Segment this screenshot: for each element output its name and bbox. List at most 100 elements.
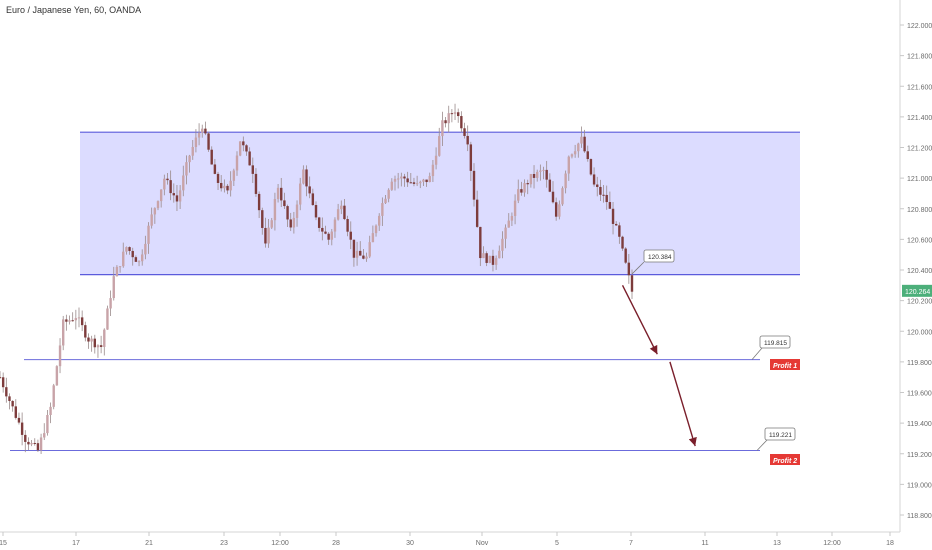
candle-body (330, 231, 333, 240)
candle-body (352, 239, 356, 258)
profit1-badge[interactable]: Profit 1 (770, 359, 800, 370)
y-tick-label: 121.400 (907, 115, 932, 122)
callout-profit2-price[interactable]: 119.221 (764, 427, 796, 441)
candle-body (242, 141, 245, 146)
candle-body (267, 227, 270, 244)
candle-body (156, 201, 160, 209)
candle-body (498, 250, 501, 259)
y-tick-label: 119.800 (907, 360, 932, 367)
candle-body (564, 173, 567, 189)
candle-body (223, 185, 226, 189)
candle-body (526, 183, 529, 185)
candle-body (204, 128, 207, 134)
candle-body (393, 178, 397, 182)
candle-body (409, 182, 412, 184)
callout-profit1-price[interactable]: 119.815 (759, 335, 791, 349)
candle-body (280, 187, 283, 201)
candle-body (276, 187, 280, 200)
candle-body (517, 189, 520, 201)
candle-body (359, 250, 362, 256)
candle-body (599, 186, 602, 195)
candle-body (49, 406, 52, 416)
candle-body (87, 337, 90, 342)
candle-body (608, 202, 612, 209)
candle-body (615, 223, 618, 226)
candle-body (529, 173, 533, 185)
candle-body (251, 165, 254, 174)
candle-body (68, 320, 71, 322)
x-tick-label: 18 (886, 540, 894, 547)
candle-body (605, 194, 608, 203)
candle-body (425, 179, 428, 183)
candle-body (201, 128, 204, 133)
x-tick-label: 15 (0, 540, 7, 547)
profit2-badge[interactable]: Profit 2 (770, 454, 800, 465)
candle-body (122, 251, 125, 267)
candle-body (292, 217, 296, 228)
candle-body (570, 154, 574, 157)
candle-body (589, 159, 593, 175)
candle-body (624, 248, 627, 263)
projection-arrow-1[interactable] (621, 284, 658, 355)
x-tick-label: 12:00 (823, 540, 841, 547)
candle-body (453, 112, 457, 114)
x-tick-label: 21 (145, 540, 153, 547)
candle-body (551, 191, 555, 203)
svg-text:Profit 1: Profit 1 (773, 363, 797, 370)
candle-body (175, 195, 179, 202)
candle-body (447, 113, 450, 124)
candle-body (166, 178, 169, 181)
candle-body (302, 169, 305, 184)
candle-body (488, 255, 491, 263)
candle-body (362, 255, 365, 259)
projection-arrow-2[interactable] (669, 361, 697, 447)
candle-body (438, 136, 441, 156)
candle-body (580, 136, 583, 144)
candle-body (194, 137, 198, 147)
candle-body (93, 338, 96, 348)
callout-120384[interactable]: 120.384 (643, 249, 675, 263)
y-tick-label: 120.400 (907, 268, 932, 275)
candle-body (191, 146, 194, 156)
candle-body (238, 141, 242, 156)
candle-body (20, 422, 24, 435)
y-tick-label: 122.000 (907, 23, 932, 30)
candle-body (406, 178, 409, 183)
candle-body (137, 261, 141, 263)
candle-body (400, 176, 403, 179)
candles-layer (0, 103, 634, 455)
candle-body (532, 173, 536, 178)
candle-body (494, 258, 498, 265)
x-tick-label: 12:00 (271, 540, 289, 547)
candle-body (207, 133, 210, 150)
range-box[interactable] (80, 132, 800, 275)
candle-body (327, 233, 330, 240)
candle-body (542, 169, 545, 171)
y-tick-label: 120.200 (907, 299, 932, 306)
candle-body (378, 215, 381, 226)
candle-body (396, 178, 400, 180)
candle-body (46, 415, 49, 434)
candle-body (355, 250, 359, 258)
candle-body (611, 208, 615, 224)
candle-body (415, 183, 419, 185)
candle-body (343, 205, 346, 220)
y-tick-label: 121.600 (907, 84, 932, 91)
candle-body (627, 262, 631, 276)
candle-body (197, 132, 201, 138)
candle-body (536, 171, 539, 178)
candle-body (321, 227, 324, 232)
candle-body (596, 184, 599, 187)
candle-body (305, 169, 308, 187)
candle-body (8, 396, 11, 401)
x-tick-label: 17 (72, 540, 80, 547)
candle-body (314, 205, 318, 218)
candle-body (220, 182, 223, 189)
candle-body (466, 135, 469, 145)
candle-body (43, 433, 46, 438)
candle-body (419, 181, 422, 184)
y-tick-label: 120.000 (907, 329, 932, 336)
candle-body (17, 417, 21, 423)
y-tick-label: 120.600 (907, 237, 932, 244)
